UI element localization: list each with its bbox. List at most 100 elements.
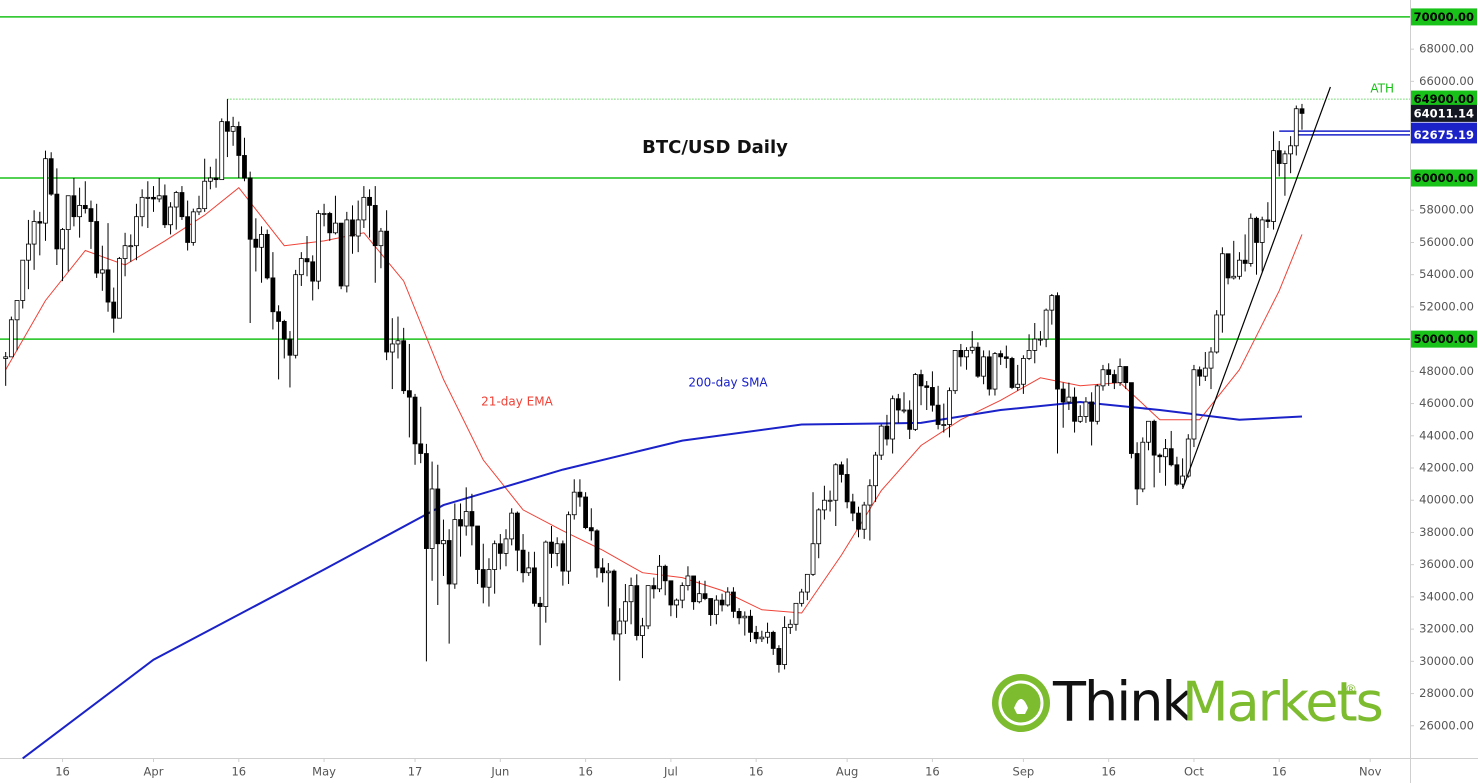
x-tick-label: Aug [836,765,858,779]
candle-body [986,356,992,390]
candle-body [890,398,896,440]
candle-body [839,464,844,475]
candle-body [111,301,117,319]
candle-body [543,541,549,607]
candle-body [895,398,901,411]
trendline [1182,86,1331,490]
candle-body [1055,295,1060,390]
y-tick-label: 32000.00 [1419,622,1474,636]
candle-body [31,221,37,245]
candle-body [804,573,810,593]
logo-bulb [1014,699,1028,714]
x-tick-label: Jun [490,765,509,779]
candle-body [1259,219,1265,243]
candle-body [742,615,748,619]
logo-markets: Markets [1182,671,1382,734]
candle-body [884,425,890,440]
y-tick-label: 46000.00 [1419,396,1474,410]
candle-body [947,390,952,425]
candle-body [1003,356,1009,359]
candle-body [20,259,26,301]
candle-body [588,527,594,532]
candle-body [907,409,913,430]
candle-body [981,356,986,377]
candle-body [1231,275,1237,279]
candle-body [1060,388,1066,403]
candle-body [304,258,310,263]
y-tick-label: 28000.00 [1419,686,1474,700]
candle-body [873,454,878,487]
candle-body [634,585,640,636]
price-box-label: 60000.00 [1414,171,1474,185]
candle-body [628,585,634,603]
candle-body [532,567,537,604]
y-tick-label: 68000.00 [1419,42,1474,56]
candle-body [418,443,424,454]
candle-body [662,565,668,582]
candle-body [48,158,54,195]
x-tick-label: 16 [55,765,70,779]
candle-body [1049,295,1055,311]
candle-body [645,585,651,627]
y-tick-label: 38000.00 [1419,525,1474,539]
candle-body [526,567,532,574]
y-tick-label: 34000.00 [1419,589,1474,603]
candle-body [827,499,833,502]
candle-body [247,177,253,240]
candle-body [480,569,486,588]
candle-body [1123,366,1129,384]
candle-body [1197,369,1203,377]
x-tick-label: 16 [925,765,940,779]
candle-body [94,221,100,274]
candle-body [264,234,270,279]
candle-body [151,196,156,200]
candle-body [509,512,515,540]
y-tick-label: 52000.00 [1419,299,1474,313]
candle-body [930,387,935,406]
candle-body [725,591,731,606]
candle-body [1083,401,1089,417]
candle-body [878,425,884,456]
candle-body [253,238,259,248]
candle-body [617,620,623,635]
candle-body [207,177,213,182]
candle-body [844,474,850,503]
candle-body [225,121,230,132]
candle-body [850,501,856,514]
ma-line [5,186,1303,614]
price-box-label: 64900.00 [1414,92,1474,106]
candle-body [1168,448,1174,466]
candle-body [952,350,958,392]
candle-body [1254,217,1259,243]
candle-body [88,208,94,222]
candle-body [43,158,48,224]
candle-body [1026,350,1032,359]
candle-body [1288,145,1294,155]
candle-body [116,258,122,319]
candle-body [293,274,299,356]
candle-body [856,512,861,530]
candle-body [679,585,685,601]
candle-body [668,580,674,606]
x-tick-label: Apr [144,765,164,779]
candle-body [14,300,20,321]
level-note: ATH [1370,82,1394,96]
candle-body [469,511,475,527]
candle-body [651,585,657,590]
candle-body [560,543,566,572]
candle-body [998,353,1004,358]
candle-body [395,340,401,345]
candle-body [867,485,873,506]
candle-body [640,625,645,636]
candle-body [179,192,185,218]
candle-body [242,155,247,179]
candle-body [401,340,407,392]
candle-body [759,636,765,640]
candle-body [219,121,225,181]
candle-body [713,599,719,616]
x-tick-label: May [312,765,336,779]
candle-body [1100,369,1106,387]
candle-body [566,514,571,572]
candle-body [1208,351,1214,369]
price-box [1411,330,1477,348]
